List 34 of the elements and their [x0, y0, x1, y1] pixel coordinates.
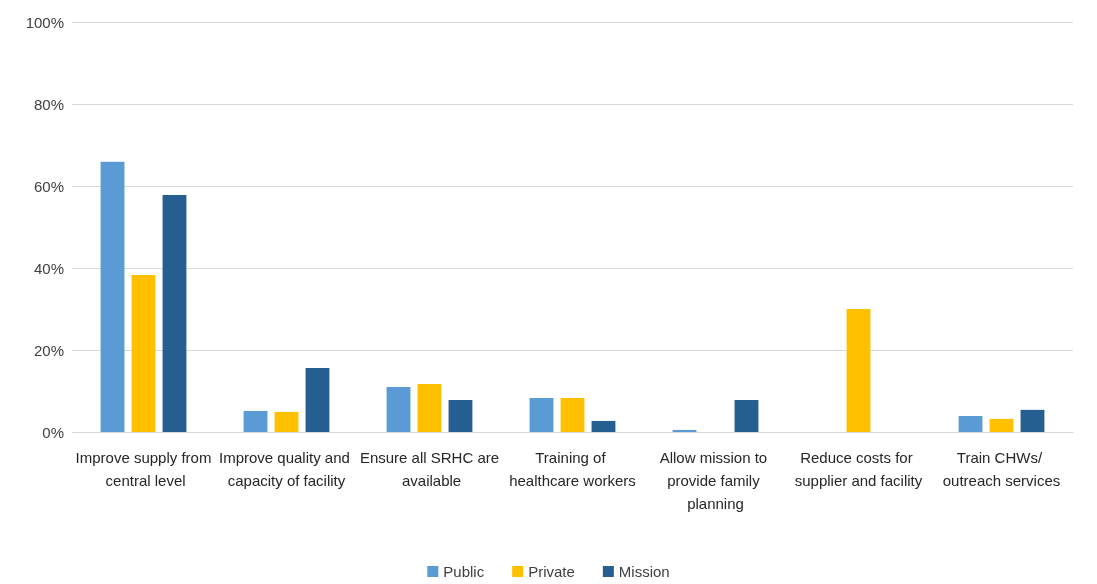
x-tick-label: Ensure all SRHC are available — [359, 449, 500, 489]
y-tick-label: 80% — [33, 95, 64, 113]
bar — [100, 161, 125, 432]
x-tick-label: Improve quality and capacity of facility — [218, 449, 355, 489]
y-tick-label: 40% — [33, 259, 64, 277]
bar — [1020, 409, 1045, 432]
y-tick-label: 60% — [33, 177, 64, 195]
bar — [560, 397, 585, 432]
bar — [529, 397, 554, 432]
bar — [243, 411, 268, 432]
bar — [846, 309, 871, 432]
legend-label: Public — [443, 563, 485, 580]
bar — [417, 384, 442, 432]
bar — [958, 416, 983, 432]
y-tick-label: 100% — [25, 13, 64, 31]
y-tick-label: 0% — [42, 423, 64, 441]
bar — [305, 368, 330, 432]
legend-label: Private — [528, 563, 575, 580]
bar — [448, 400, 473, 432]
bar — [734, 400, 759, 432]
bar — [591, 420, 616, 432]
bar — [386, 386, 411, 432]
x-tick-label: Improve supply from central level — [75, 449, 212, 489]
x-tick-label: Reduce costs for supplier and facility — [794, 449, 923, 489]
bar — [162, 195, 187, 432]
bar — [989, 418, 1014, 432]
y-tick-label: 20% — [33, 341, 64, 359]
x-tick-label: Train CHWs/ outreach services — [942, 449, 1061, 489]
bar — [131, 274, 156, 432]
bar — [672, 429, 697, 432]
x-tick-label: Allow mission to provide family planning — [659, 449, 772, 512]
legend-label: Mission — [618, 563, 670, 580]
x-tick-label: Training of healthcare workers — [509, 449, 636, 489]
bar — [274, 411, 299, 432]
